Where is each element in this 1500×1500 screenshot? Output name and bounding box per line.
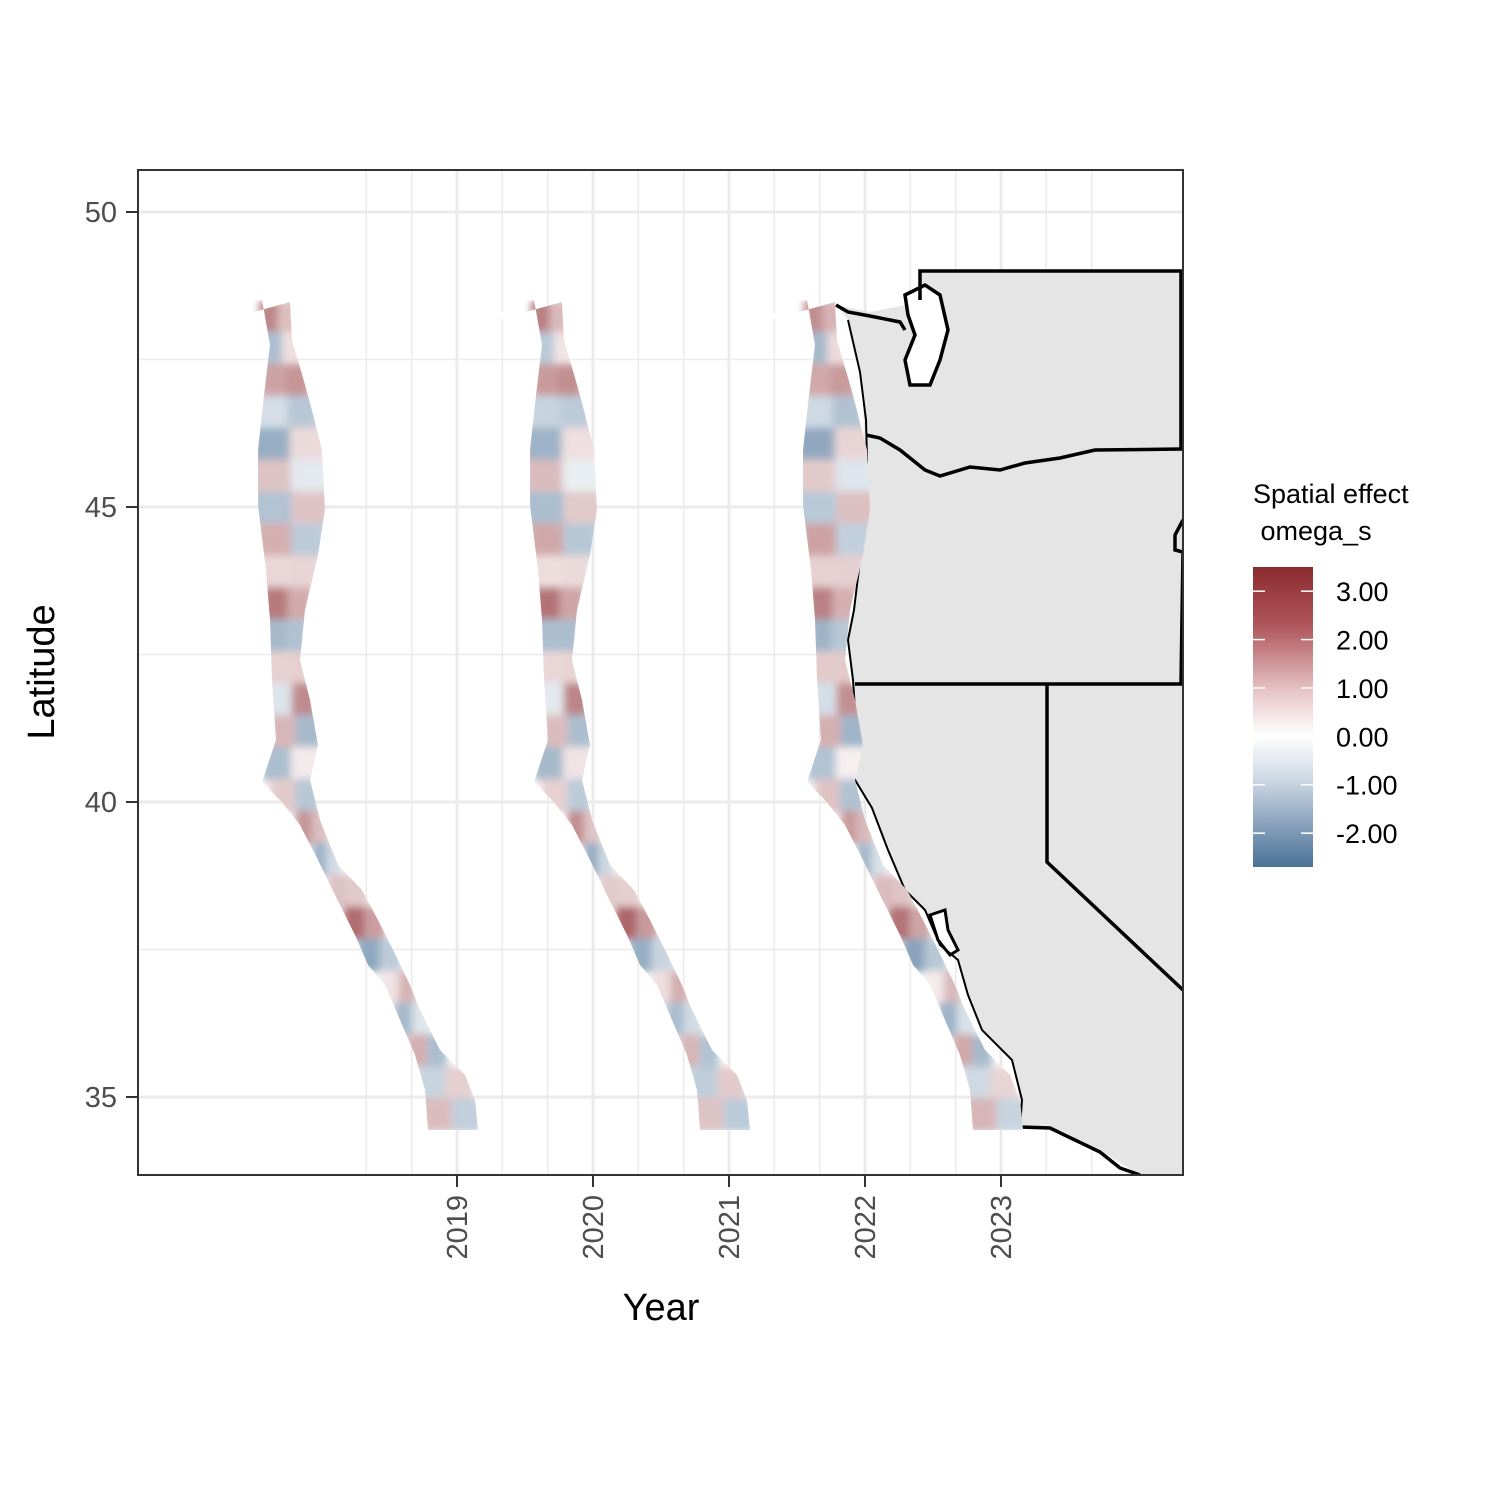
x-tick-label: 2019 xyxy=(442,1195,474,1260)
x-axis: 2019 2020 2021 2022 2023 xyxy=(442,1175,1018,1260)
land-layer xyxy=(835,269,1183,1175)
y-tick-label: 50 xyxy=(85,197,117,229)
y-tick-label: 40 xyxy=(85,787,117,819)
effect-cell xyxy=(524,459,563,494)
legend-title-line1: Spatial effect xyxy=(1253,479,1409,509)
y-tick-label: 35 xyxy=(85,1082,117,1114)
spatial-effect-cells xyxy=(218,300,478,1130)
x-tick-label: 2022 xyxy=(850,1195,882,1260)
effect-cell xyxy=(252,459,291,494)
ca-nv-border xyxy=(1045,684,1183,992)
legend-title-line2: omega_s xyxy=(1253,516,1372,546)
legend-label: 3.00 xyxy=(1336,577,1389,607)
y-axis: 50 45 40 35 xyxy=(85,197,138,1114)
legend-label: -1.00 xyxy=(1336,771,1398,801)
legend: Spatial effect omega_s 3.00 2.00 1.00 0.00 -… xyxy=(1253,479,1409,867)
x-tick-label: 2020 xyxy=(578,1195,610,1260)
panel-border xyxy=(137,169,1184,1176)
legend-label: 0.00 xyxy=(1336,722,1389,752)
legend-label: -2.00 xyxy=(1336,819,1398,849)
effect-cell xyxy=(797,459,836,494)
legend-ticks: 3.00 2.00 1.00 0.00 -1.00 -2.00 xyxy=(1253,577,1398,849)
x-tick-label: 2023 xyxy=(986,1195,1018,1260)
y-axis-title: Latitude xyxy=(21,604,63,739)
spatial-effect-panel xyxy=(218,300,478,1130)
x-axis-title: Year xyxy=(623,1287,700,1329)
legend-label: 1.00 xyxy=(1336,674,1389,704)
x-tick-label: 2021 xyxy=(714,1195,746,1260)
effect-cell xyxy=(451,1098,478,1130)
wa-north-border xyxy=(918,269,1183,300)
puget-sound xyxy=(903,282,950,387)
effect-cell xyxy=(723,1098,750,1130)
southern-coast xyxy=(1019,1125,1141,1175)
legend-label: 2.00 xyxy=(1336,626,1389,656)
effect-cell xyxy=(996,1098,1023,1130)
y-tick-label: 45 xyxy=(85,492,117,524)
land-mass xyxy=(836,270,1183,1175)
wa-coast xyxy=(835,303,907,331)
wa-or-border xyxy=(865,433,1183,478)
legend-colorbar xyxy=(1253,567,1313,867)
